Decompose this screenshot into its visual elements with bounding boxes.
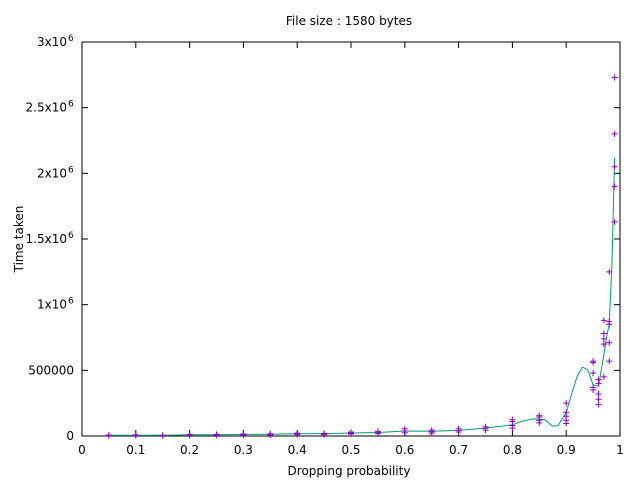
- data-point-56: [563, 400, 570, 407]
- data-points: [105, 74, 618, 439]
- x-axis-label: Dropping probability: [288, 464, 411, 478]
- data-point-66: [595, 376, 602, 383]
- data-point-2: [105, 432, 112, 439]
- plot-frame: [81, 41, 621, 437]
- data-point-37: [428, 427, 435, 434]
- x-tick-label-6: 0.6: [395, 443, 414, 457]
- y-tick-label-0: 0: [66, 429, 74, 443]
- data-point-58: [590, 384, 597, 391]
- data-point-77: [611, 218, 618, 225]
- data-point-22: [294, 430, 301, 437]
- data-point-78: [611, 183, 618, 190]
- x-tick-label-7: 0.7: [449, 443, 468, 457]
- data-point-19: [267, 430, 274, 437]
- data-point-59: [590, 369, 597, 376]
- y-tick-label-3: 1.5x10: [26, 232, 67, 246]
- data-point-10: [186, 431, 193, 438]
- data-point-31: [374, 428, 381, 435]
- y-tick-exponent-4: 6: [68, 165, 74, 175]
- y-tick-exponent-6: 6: [68, 34, 74, 44]
- x-tick-label-2: 0.2: [180, 443, 199, 457]
- data-point-13: [213, 431, 220, 438]
- x-tick-label-9: 0.9: [557, 443, 576, 457]
- data-point-7: [159, 432, 166, 439]
- data-point-63: [595, 396, 602, 403]
- tick-labels: 0 0.1 0.2 0.3 0.4 0.5 0.6 0.7 0.8 0.9 1 0 500000 1x10…: [26, 34, 624, 457]
- y-tick-label-2: 1x10: [37, 298, 67, 312]
- y-tick-label-5: 2.5x10: [26, 101, 67, 115]
- data-point-40: [455, 425, 462, 432]
- data-point-61: [590, 358, 597, 365]
- chart-title: File size : 1580 bytes: [286, 14, 412, 28]
- data-point-68: [600, 341, 607, 348]
- y-tick-label-1: 500000: [28, 363, 74, 377]
- x-tick-label-1: 0.1: [126, 443, 145, 457]
- data-point-81: [611, 74, 618, 81]
- data-point-70: [600, 330, 607, 337]
- y-tick-exponent-5: 6: [68, 100, 74, 110]
- data-point-73: [606, 339, 613, 346]
- x-tick-label-4: 0.4: [288, 443, 307, 457]
- data-point-67: [600, 373, 607, 380]
- data-point-64: [595, 390, 602, 397]
- data-point-34: [401, 425, 408, 432]
- data-point-72: [606, 358, 613, 365]
- data-point-62: [595, 401, 602, 408]
- y-tick-label-4: 2x10: [37, 166, 67, 180]
- x-tick-label-5: 0.5: [341, 443, 360, 457]
- fit-line: [108, 157, 616, 436]
- axis-ticks: [81, 41, 621, 437]
- y-axis-label: Time taken: [12, 206, 26, 274]
- data-point-16: [240, 431, 247, 438]
- data-point-5: [132, 431, 139, 438]
- y-tick-label-6: 3x10: [37, 35, 67, 49]
- x-tick-label-10: 1: [616, 443, 624, 457]
- data-point-55: [563, 409, 570, 416]
- data-point-80: [611, 130, 618, 137]
- data-point-51: [536, 412, 543, 419]
- data-point-43: [482, 423, 489, 430]
- x-tick-label-8: 0.8: [503, 443, 522, 457]
- data-point-28: [348, 429, 354, 436]
- data-point-47: [509, 416, 516, 423]
- data-point-76: [606, 268, 613, 275]
- data-point-71: [600, 317, 607, 324]
- data-point-75: [606, 318, 613, 325]
- data-point-69: [600, 335, 607, 342]
- y-tick-exponent-3: 6: [68, 231, 74, 241]
- x-tick-label-0: 0: [78, 443, 86, 457]
- data-point-79: [611, 163, 618, 170]
- y-tick-exponent-2: 6: [68, 297, 74, 307]
- data-point-25: [321, 430, 328, 437]
- x-tick-label-3: 0.3: [234, 443, 253, 457]
